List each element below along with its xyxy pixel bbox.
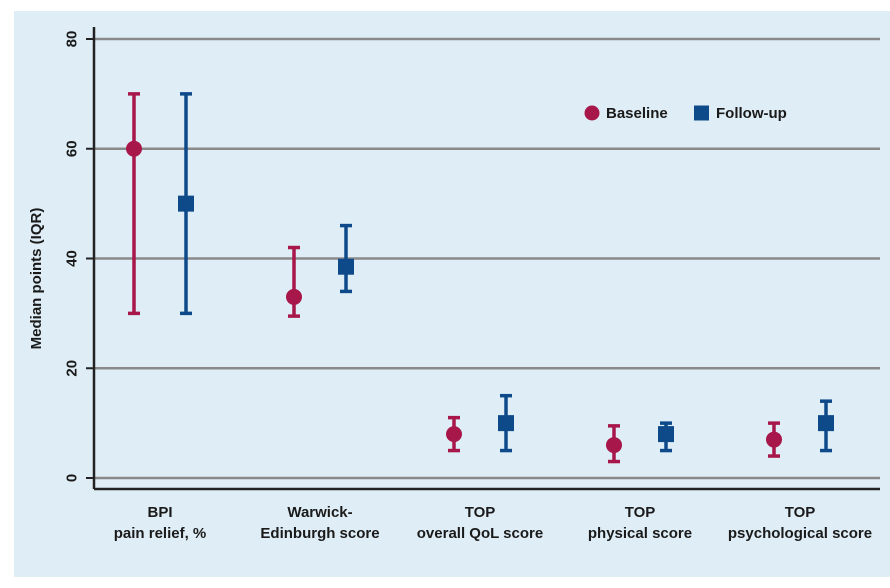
x-category-label-line: overall QoL score	[417, 525, 543, 542]
follow-up-point	[338, 258, 354, 275]
baseline-point	[446, 426, 462, 443]
x-category-label: TOP psychological score	[728, 504, 872, 542]
x-category-label: Warwick- Edinburgh score	[260, 504, 379, 542]
legend: Baseline Follow-up	[584, 105, 787, 122]
x-category-label-line: physical score	[588, 525, 692, 542]
y-tick-label: 0	[63, 474, 80, 482]
legend-followup-marker	[694, 105, 709, 121]
x-category-label-line: TOP	[465, 504, 496, 521]
x-category-label: TOP overall QoL score	[417, 504, 543, 542]
x-category-label-line: BPI	[147, 504, 172, 521]
y-axis-title: Median points (IQR)	[28, 208, 45, 350]
baseline-point	[766, 431, 782, 448]
chart-panel	[14, 11, 890, 577]
x-category-label-line: Warwick-	[287, 504, 352, 521]
y-tick-label: 40	[63, 250, 80, 267]
baseline-point	[126, 140, 142, 157]
follow-up-point	[658, 426, 674, 443]
legend-baseline-label: Baseline	[606, 105, 668, 122]
x-category-label: TOP physical score	[588, 504, 692, 542]
baseline-point	[286, 288, 302, 305]
x-category-label-line: Edinburgh score	[260, 525, 379, 542]
baseline-point	[606, 437, 622, 454]
x-category-label-line: psychological score	[728, 525, 872, 542]
follow-up-point	[498, 415, 514, 432]
legend-baseline-marker	[584, 105, 600, 121]
x-category-label: BPI pain relief, %	[114, 504, 207, 542]
x-category-label-line: TOP	[785, 504, 816, 521]
follow-up-point	[178, 195, 194, 212]
follow-up-point	[818, 415, 834, 432]
x-category-label-line: pain relief, %	[114, 525, 207, 542]
y-tick-label: 80	[63, 31, 80, 48]
y-tick-label: 20	[63, 360, 80, 377]
legend-followup-label: Follow-up	[716, 105, 787, 122]
y-tick-label: 60	[63, 140, 80, 157]
x-category-label-line: TOP	[625, 504, 656, 521]
